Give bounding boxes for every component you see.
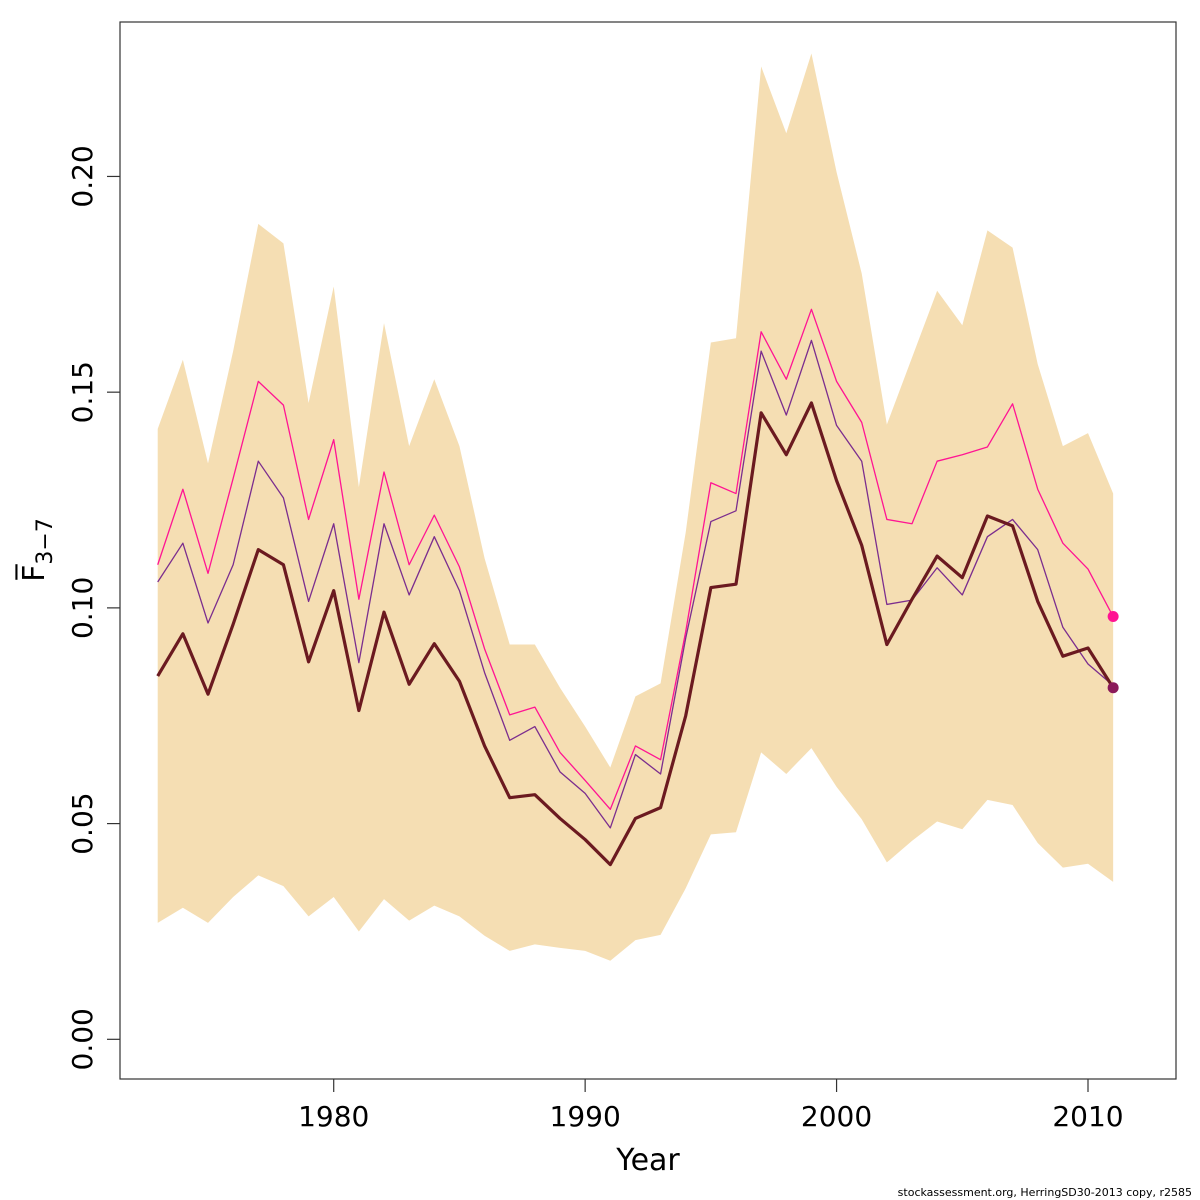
points-layer [1107,611,1119,694]
y-axis: 0.00 0.05 0.10 0.15 0.20 [66,145,120,1070]
series-layer [156,308,1115,867]
y-tick-label-0.00: 0.00 [66,1008,99,1070]
confidence-band [157,53,1114,961]
x-tick-label-2010: 2010 [1052,1100,1123,1133]
x-tick-label-1980: 1980 [298,1100,369,1133]
y-axis-title-main: F̅ [15,564,52,582]
plot-frame [119,21,1177,1080]
band-layer [157,53,1114,961]
y-axis-title: F̅3−7 [15,518,58,582]
x-axis-title: Year [615,1143,680,1178]
end-point-current [1107,682,1119,694]
y-tick-label-0.10: 0.10 [66,577,99,639]
end-point-retro-1 [1107,611,1119,623]
series-line-retro-2 [157,339,1114,829]
y-axis-title-subscript: 3−7 [33,518,58,564]
x-tick-label-1990: 1990 [550,1100,621,1133]
x-tick-label-2000: 2000 [801,1100,872,1133]
y-tick-label-0.15: 0.15 [66,361,99,423]
y-tick-label-0.05: 0.05 [66,792,99,854]
x-axis: 1980 1990 2000 2010 [298,1079,1124,1133]
y-tick-label-0.20: 0.20 [66,145,99,207]
series-line-current [156,401,1115,867]
series-line-retro-1 [157,308,1114,811]
footer-note: stockassessment.org, HerringSD30-2013 co… [898,1186,1192,1199]
